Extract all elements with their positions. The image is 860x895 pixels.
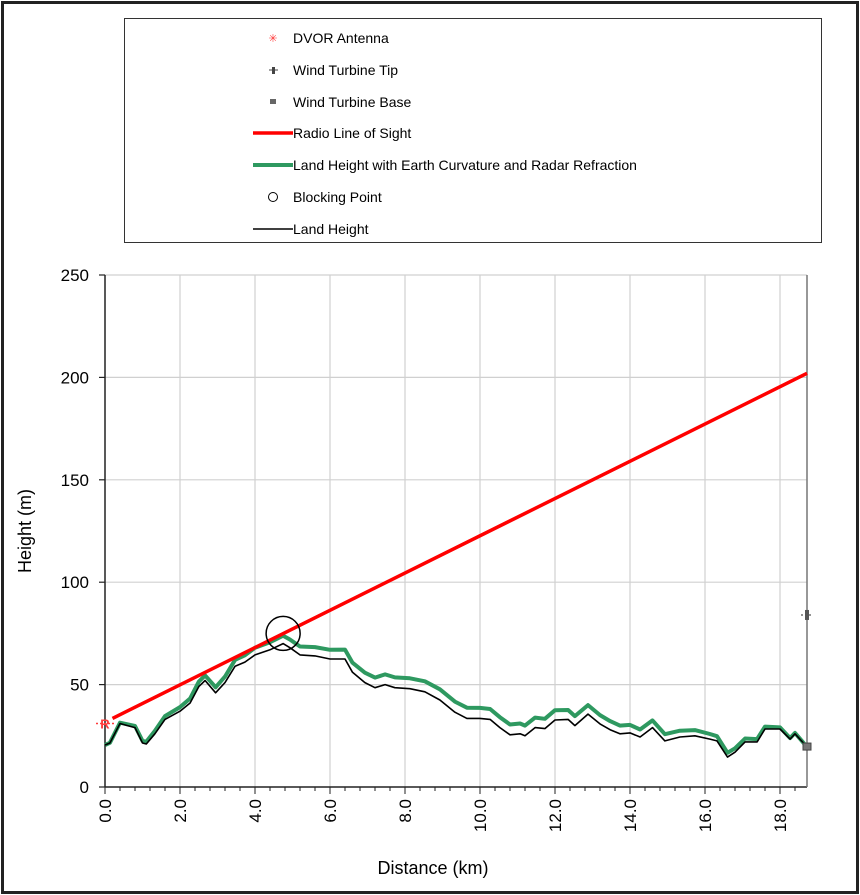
legend-item: ✳ DVOR Antenna <box>125 28 389 48</box>
legend-line-icon <box>253 131 293 135</box>
legend-label: Wind Turbine Base <box>293 94 412 110</box>
legend-label: Land Height <box>293 221 369 237</box>
x-tick-label: 6.0 <box>321 799 340 823</box>
x-tick-label: 18.0 <box>771 799 790 832</box>
legend-marker-square-icon <box>270 99 276 104</box>
legend-marker-star-icon: ✳ <box>268 33 277 45</box>
blocking-point-marker <box>265 615 301 652</box>
x-tick-label: 2.0 <box>171 799 190 823</box>
x-tick-label: 4.0 <box>246 799 265 823</box>
legend-item: Blocking Point <box>125 187 382 207</box>
svg-text:✳: ✳ <box>268 33 277 45</box>
legend-label: Land Height with Earth Curvature and Rad… <box>293 157 637 173</box>
legend: ✳ DVOR Antenna Wind Turbine Tip Wind Turbin… <box>124 18 822 243</box>
x-tick-label: 16.0 <box>696 799 715 832</box>
y-tick-label: 0 <box>80 778 89 797</box>
y-tick-label: 250 <box>61 266 89 285</box>
legend-item: Wind Turbine Tip <box>125 60 398 80</box>
legend-label: Radio Line of Sight <box>293 125 412 141</box>
legend-item: Land Height <box>125 219 369 239</box>
legend-item: Land Height with Earth Curvature and Rad… <box>125 155 637 175</box>
y-axis-label: Height (m) <box>15 489 35 573</box>
series-radio-line-of-sight <box>111 371 808 720</box>
legend-line-thin-icon <box>253 228 293 230</box>
x-axis-label: Distance (km) <box>377 858 488 878</box>
legend-line-thick-icon <box>253 163 293 167</box>
x-tick-label: 0.0 <box>96 799 115 823</box>
dvor-antenna-marker: R <box>100 717 110 732</box>
x-tick-label: 10.0 <box>471 799 490 832</box>
y-tick-label: 50 <box>70 676 89 695</box>
y-tick-label: 150 <box>61 471 89 490</box>
series-land-height <box>104 642 808 758</box>
legend-label: Blocking Point <box>293 189 382 205</box>
wind-turbine-base-marker <box>802 742 812 751</box>
y-tick-label: 200 <box>61 368 89 387</box>
legend-item: Wind Turbine Base <box>125 92 411 112</box>
legend-label: Wind Turbine Tip <box>293 62 399 78</box>
legend-marker-plus-icon <box>269 67 278 74</box>
legend-circle-icon <box>268 192 278 202</box>
y-tick-label: 100 <box>61 573 89 592</box>
series-land-height-curvature <box>104 633 809 755</box>
x-tick-label: 8.0 <box>396 799 415 823</box>
x-tick-label: 12.0 <box>546 799 565 832</box>
legend-label: DVOR Antenna <box>293 30 389 46</box>
legend-item: Radio Line of Sight <box>125 123 411 143</box>
x-tick-label: 14.0 <box>621 799 640 832</box>
